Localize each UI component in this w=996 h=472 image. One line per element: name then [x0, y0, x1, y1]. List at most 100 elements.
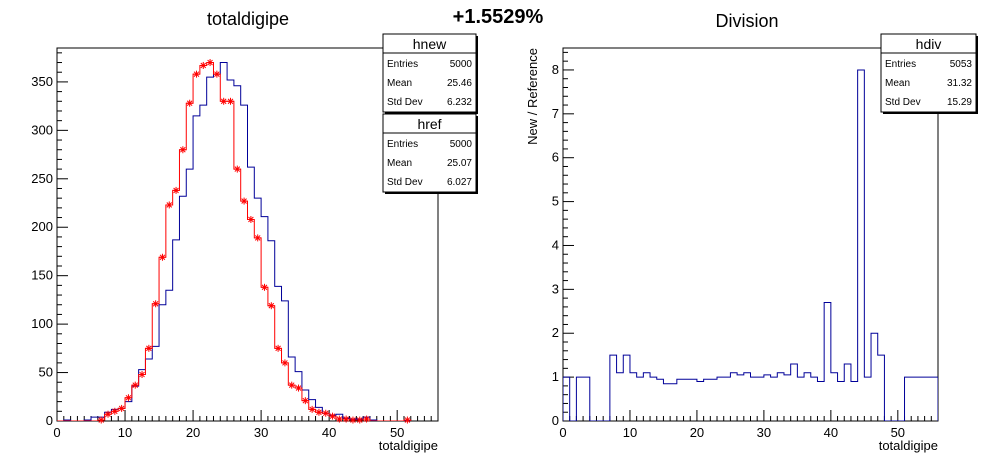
right-panel: Division 0 10 20 30 40 50 0 1 2 3 4 5 6 7 8 totaldigipe N…	[525, 11, 978, 453]
stat-label-std-dev: Std Dev	[885, 97, 921, 108]
x-tick-label: 20	[690, 425, 704, 440]
marker-stroke	[173, 187, 179, 194]
series-href-marker	[172, 186, 180, 194]
percent-banner: +1.5529%	[453, 6, 544, 28]
marker-stroke	[309, 406, 315, 413]
series-href-marker	[315, 408, 323, 416]
stat-value-std-dev: 15.29	[947, 97, 972, 108]
marker-stroke	[329, 413, 336, 419]
series-href-marker	[220, 97, 228, 105]
marker-stroke	[159, 254, 166, 261]
y-axis-label: New / Reference	[525, 48, 540, 145]
series-href-marker	[335, 415, 343, 423]
marker-stroke	[404, 417, 411, 423]
y-tick-label: 4	[552, 237, 559, 252]
stat-box-frame	[382, 33, 477, 113]
y-tick-label: 300	[31, 122, 53, 137]
stat-box-title: href	[417, 116, 441, 132]
marker-stroke	[234, 166, 241, 172]
marker-stroke	[180, 146, 186, 153]
series-href-marker	[145, 344, 153, 352]
marker-stroke	[288, 382, 295, 388]
series-href-marker	[118, 404, 126, 412]
marker-stroke	[241, 198, 247, 204]
chart-title: Division	[715, 11, 778, 31]
marker-stroke	[227, 98, 234, 105]
stat-value-entries: 5000	[450, 59, 473, 70]
x-axis-label: totaldigipe	[879, 438, 938, 453]
y-tick-label: 50	[39, 365, 53, 380]
marker-stroke	[343, 416, 349, 422]
stat-box-title: hdiv	[916, 36, 942, 52]
series-href-marker	[363, 415, 371, 423]
series-href-marker	[213, 70, 221, 78]
y-tick-label: 6	[552, 150, 559, 165]
series-href-marker	[199, 61, 207, 69]
y-tick-label: 350	[31, 74, 53, 89]
marker-stroke	[125, 394, 132, 401]
stat-value-entries: 5000	[450, 139, 473, 150]
stat-label-mean: Mean	[885, 78, 910, 89]
series-href-marker	[165, 201, 173, 209]
series-href-marker	[97, 416, 105, 424]
stat-label-std-dev: Std Dev	[387, 97, 423, 108]
stat-label-entries: Entries	[885, 59, 916, 70]
x-tick-label: 30	[254, 425, 268, 440]
x-axis-label: totaldigipe	[379, 438, 438, 453]
chart-title: totaldigipe	[207, 9, 289, 29]
marker-stroke	[152, 300, 159, 307]
stat-box-href: href Entries 5000 Mean 25.07 Std Dev 6.027	[382, 113, 478, 194]
series-href-marker	[308, 405, 316, 413]
series-href-marker	[274, 344, 282, 352]
series-href-marker	[226, 97, 234, 105]
marker-stroke	[336, 416, 343, 422]
plot-frame	[56, 47, 439, 422]
marker-stroke	[302, 397, 309, 404]
marker-stroke	[132, 382, 139, 388]
marker-stroke	[322, 410, 329, 417]
marker-stroke	[220, 98, 227, 105]
series-href-marker	[322, 409, 330, 417]
marker-stroke	[254, 235, 261, 241]
marker-stroke	[112, 408, 118, 415]
series-href-marker	[254, 234, 262, 242]
marker-stroke	[193, 71, 200, 77]
marker-stroke	[118, 405, 125, 412]
series-href-marker	[233, 165, 241, 173]
marker-stroke	[248, 216, 254, 223]
series-href-marker	[247, 215, 255, 223]
series-href-marker	[267, 302, 275, 310]
series-href-marker	[295, 384, 303, 392]
series-href-marker	[349, 416, 357, 424]
series-href-marker	[261, 283, 269, 291]
marker-stroke	[295, 385, 302, 391]
stat-value-mean: 31.32	[947, 78, 972, 89]
stat-value-std-dev: 6.232	[447, 97, 472, 108]
series-href-marker	[301, 397, 309, 405]
x-tick-label: 0	[53, 425, 60, 440]
series-href-marker	[158, 253, 166, 261]
marker-stroke	[268, 302, 275, 309]
series-href-marker	[288, 381, 296, 389]
marker-stroke	[350, 417, 356, 423]
series-href-marker	[240, 197, 248, 205]
y-tick-label: 250	[31, 171, 53, 186]
marker-stroke	[186, 100, 193, 107]
marker-stroke	[98, 417, 105, 423]
marker-stroke	[261, 284, 268, 291]
stat-value-entries: 5053	[950, 59, 973, 70]
left-panel: totaldigipe 0 10 20 30 40 50 0 50 100 150 200 250 300…	[31, 9, 478, 453]
series-hdiv-line	[563, 69, 938, 421]
series-href-marker	[192, 70, 200, 78]
marker-stroke	[200, 62, 207, 69]
y-tick-label: 2	[552, 325, 559, 340]
stat-box-title: hnew	[413, 36, 447, 52]
series-href-marker	[104, 410, 112, 418]
series-href-marker	[179, 146, 187, 154]
stat-label-entries: Entries	[387, 139, 418, 150]
y-tick-label: 200	[31, 219, 53, 234]
x-tick-label: 50	[390, 425, 404, 440]
stat-label-mean: Mean	[387, 158, 412, 169]
